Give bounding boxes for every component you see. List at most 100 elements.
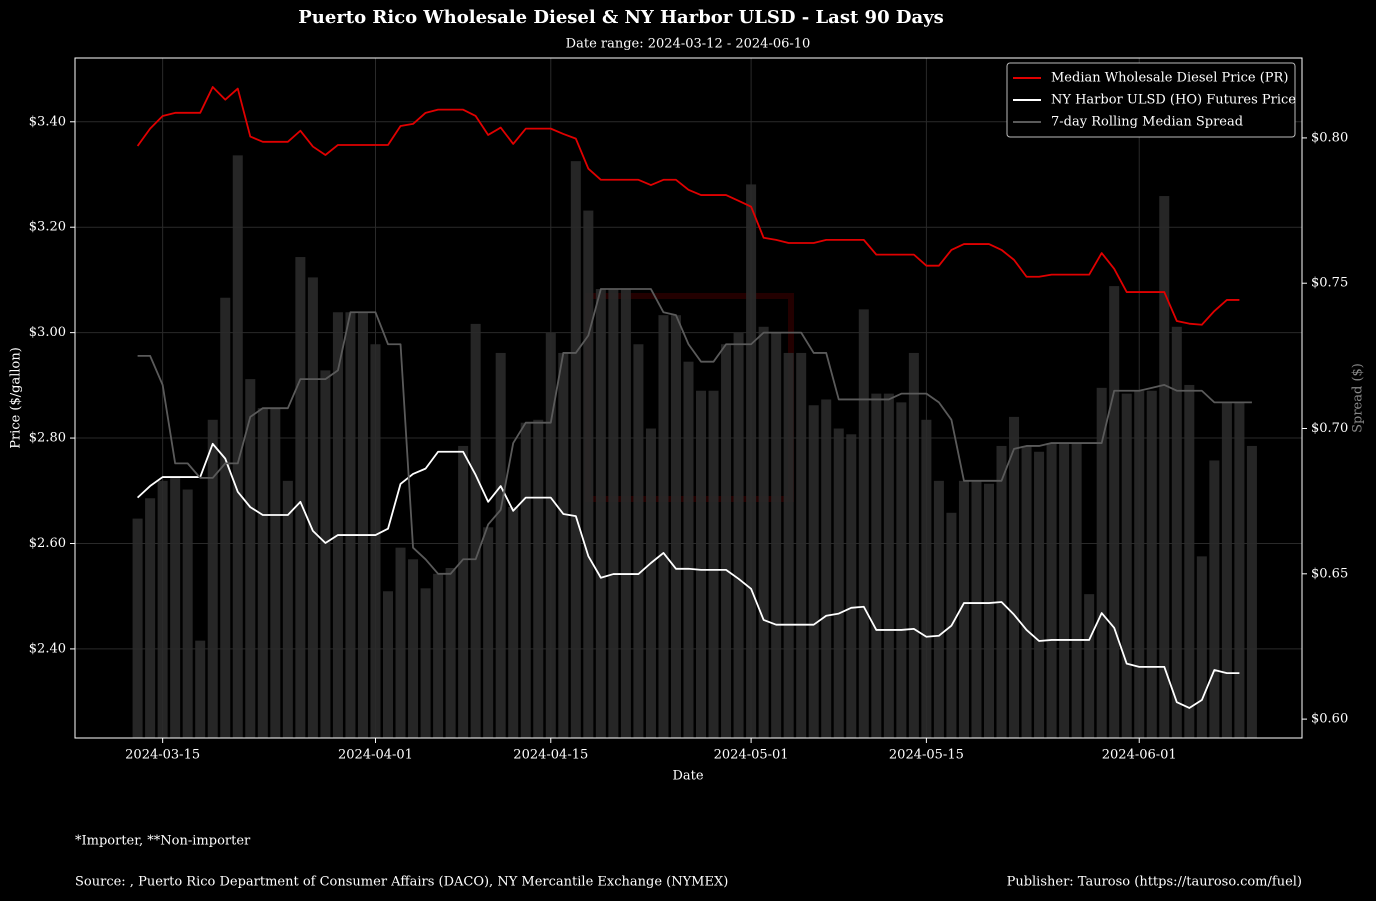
bar [170, 477, 181, 738]
bar [971, 480, 982, 738]
axes: 2024-03-15 2024-04-01 2024-04-15 2024-05-01… [29, 114, 1348, 762]
legend-label: Median Wholesale Diesel Price (PR) [1051, 71, 1288, 86]
bar [1134, 390, 1145, 738]
bar [771, 332, 782, 738]
x-tick-label: 2024-04-01 [338, 748, 413, 763]
bar [357, 312, 368, 738]
chart-subtitle: Date range: 2024-03-12 - 2024-06-10 [566, 37, 811, 52]
bar [420, 588, 431, 738]
bar [1159, 196, 1170, 738]
y-tick-label: $2.80 [29, 431, 66, 446]
bar [520, 422, 531, 738]
x-axis-label: Date [672, 769, 703, 784]
bar [1221, 402, 1232, 738]
bar [721, 344, 732, 738]
bar [808, 405, 819, 738]
y2-tick-label: $0.75 [1311, 276, 1348, 291]
y2-tick-label: $0.60 [1311, 712, 1348, 727]
legend-label: 7-day Rolling Median Spread [1051, 115, 1243, 130]
y-tick-label: $2.40 [29, 641, 66, 656]
y-tick-label: $2.60 [29, 536, 66, 551]
bar [1046, 443, 1057, 738]
y-tick-label: $3.20 [29, 220, 66, 235]
bar [533, 419, 544, 738]
bar [157, 480, 168, 738]
bar [433, 573, 444, 738]
y2-axis-label: Spread ($) [1351, 363, 1366, 433]
bar [883, 393, 894, 738]
bar [1246, 445, 1257, 738]
bar [983, 483, 994, 738]
bar [395, 547, 406, 738]
bar [658, 315, 669, 738]
bar [1146, 390, 1157, 738]
bar [195, 640, 206, 738]
bar [232, 155, 243, 738]
bar [858, 309, 869, 738]
bar [595, 289, 606, 738]
bar [933, 480, 944, 738]
bar [783, 352, 794, 738]
bar [1184, 384, 1195, 738]
bar [696, 390, 707, 738]
y-axis-label: Price ($/gallon) [9, 347, 24, 449]
bar [733, 332, 744, 738]
bar [282, 480, 293, 738]
x-tick-label: 2024-05-15 [889, 748, 964, 763]
line [136, 442, 1240, 709]
bar [383, 591, 394, 738]
bar [220, 297, 231, 738]
bar [558, 352, 569, 738]
bar [683, 361, 694, 738]
bar [495, 352, 506, 738]
bar [620, 289, 631, 738]
x-tick-label: 2024-04-15 [513, 748, 588, 763]
bar [1196, 556, 1207, 738]
bar [207, 419, 218, 738]
y-tick-label: $3.00 [29, 325, 66, 340]
bar [370, 344, 381, 738]
bar [1034, 451, 1045, 738]
bar [1021, 445, 1032, 738]
bar [645, 428, 656, 738]
bar [758, 326, 769, 738]
bar [871, 393, 882, 738]
x-tick-label: 2024-05-01 [714, 748, 789, 763]
bar [1071, 443, 1082, 738]
bar [295, 257, 306, 738]
legend: Median Wholesale Diesel Price (PR) NY Har… [1006, 62, 1296, 138]
y-tick-label: $3.40 [29, 114, 66, 129]
bar [570, 161, 581, 738]
bar [746, 184, 757, 738]
chart-title: Puerto Rico Wholesale Diesel & NY Harbor… [298, 7, 943, 28]
bar [182, 489, 193, 738]
bar [896, 402, 907, 738]
bar [1121, 393, 1132, 738]
bar [846, 434, 857, 738]
bar [633, 344, 644, 738]
bar [483, 527, 494, 738]
x-tick-label: 2024-06-01 [1102, 748, 1177, 763]
bar [307, 277, 318, 738]
bar [508, 506, 519, 738]
bar [345, 312, 356, 738]
lines [136, 86, 1252, 709]
footnote: *Importer, **Non-importer [75, 834, 251, 849]
bars [132, 155, 1257, 738]
bar [245, 379, 256, 738]
bar [1209, 460, 1220, 738]
bar [458, 445, 469, 738]
bar [1084, 594, 1095, 738]
bar [1234, 402, 1245, 738]
bar [908, 352, 919, 738]
bar [145, 498, 156, 738]
line [136, 86, 1240, 326]
bar [1171, 326, 1182, 738]
bar [445, 568, 456, 738]
bar [1009, 416, 1020, 738]
line [137, 288, 1252, 575]
bar [821, 399, 832, 738]
bar [1109, 286, 1120, 738]
bar [670, 315, 681, 738]
